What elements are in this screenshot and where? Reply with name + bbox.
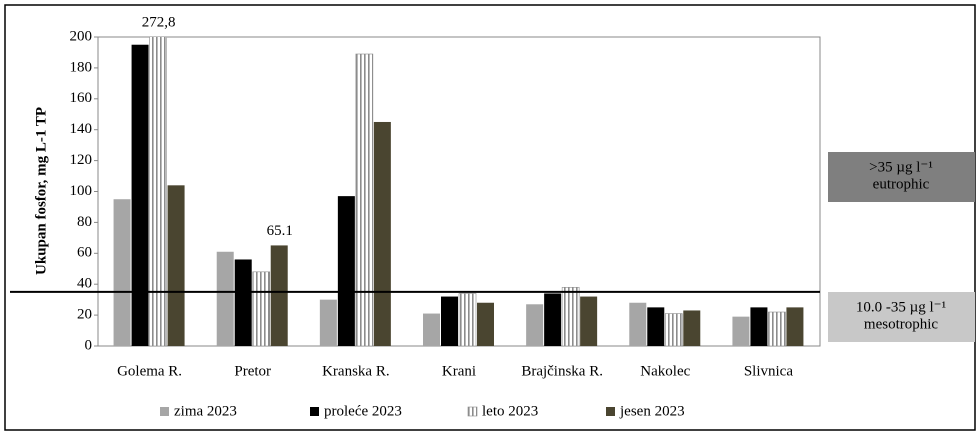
y-tick-label: 200 <box>70 28 93 44</box>
bar <box>373 121 391 346</box>
bar <box>664 313 683 347</box>
zone-label: mesotrophic <box>864 316 938 332</box>
bar <box>526 304 544 346</box>
bar <box>580 296 598 346</box>
bar <box>647 307 665 346</box>
legend-label: zima 2023 <box>174 403 237 419</box>
bar <box>337 196 355 346</box>
bar <box>786 307 804 346</box>
legend-swatch <box>606 407 615 416</box>
bar <box>167 185 185 346</box>
y-axis-label: Ukupan fosfor, mg L-1 TP <box>33 107 49 275</box>
x-tick-label: Krani <box>442 363 476 379</box>
zone-box <box>828 292 975 342</box>
y-tick-label: 20 <box>77 307 92 323</box>
bar <box>732 316 750 346</box>
data-label: 65.1 <box>267 223 293 239</box>
y-tick-label: 0 <box>85 337 93 353</box>
bar <box>629 302 647 346</box>
legend-swatch <box>160 407 169 416</box>
y-tick-label: 100 <box>70 183 93 199</box>
zone-label: eutrophic <box>873 176 930 192</box>
bar <box>234 259 252 346</box>
legend-label: leto 2023 <box>482 403 538 419</box>
x-tick-label: Kranska R. <box>322 363 390 379</box>
y-tick-label: 120 <box>70 152 93 168</box>
bar <box>252 271 271 347</box>
bar <box>423 313 440 346</box>
zone-label: 10.0 -35 µg l⁻¹ <box>856 299 946 315</box>
bar <box>561 286 580 347</box>
bar <box>458 293 477 347</box>
data-label: 272,8 <box>142 14 176 30</box>
zone-box <box>828 152 975 202</box>
y-tick-label: 160 <box>70 90 93 106</box>
bar <box>768 311 786 347</box>
x-tick-label: Golema R. <box>117 363 182 379</box>
x-tick-label: Nakolec <box>640 363 690 379</box>
bar <box>216 251 234 346</box>
bar <box>113 199 131 346</box>
bar <box>441 296 458 346</box>
bar <box>544 293 562 346</box>
legend-label: proleće 2023 <box>324 403 402 419</box>
bar <box>683 310 701 346</box>
y-tick-label: 180 <box>70 59 93 75</box>
bar <box>750 307 768 346</box>
y-tick-label: 80 <box>77 214 92 230</box>
bar <box>319 299 337 346</box>
y-tick-label: 140 <box>70 121 93 137</box>
x-tick-label: Pretor <box>234 363 271 379</box>
legend-swatch <box>310 407 319 416</box>
y-tick-label: 60 <box>77 245 92 261</box>
bars <box>113 37 804 347</box>
x-tick-label: Brajčinska R. <box>521 363 603 379</box>
bar <box>477 302 494 346</box>
zone-label: >35 µg l⁻¹ <box>869 159 933 175</box>
x-tick-label: Slivnica <box>744 363 794 379</box>
legend-swatch <box>467 406 478 417</box>
bar <box>149 37 167 347</box>
bar <box>270 245 288 346</box>
legend-label: jesen 2023 <box>619 403 685 419</box>
bar <box>355 53 374 347</box>
y-tick-label: 40 <box>77 276 92 292</box>
bar <box>131 44 149 346</box>
